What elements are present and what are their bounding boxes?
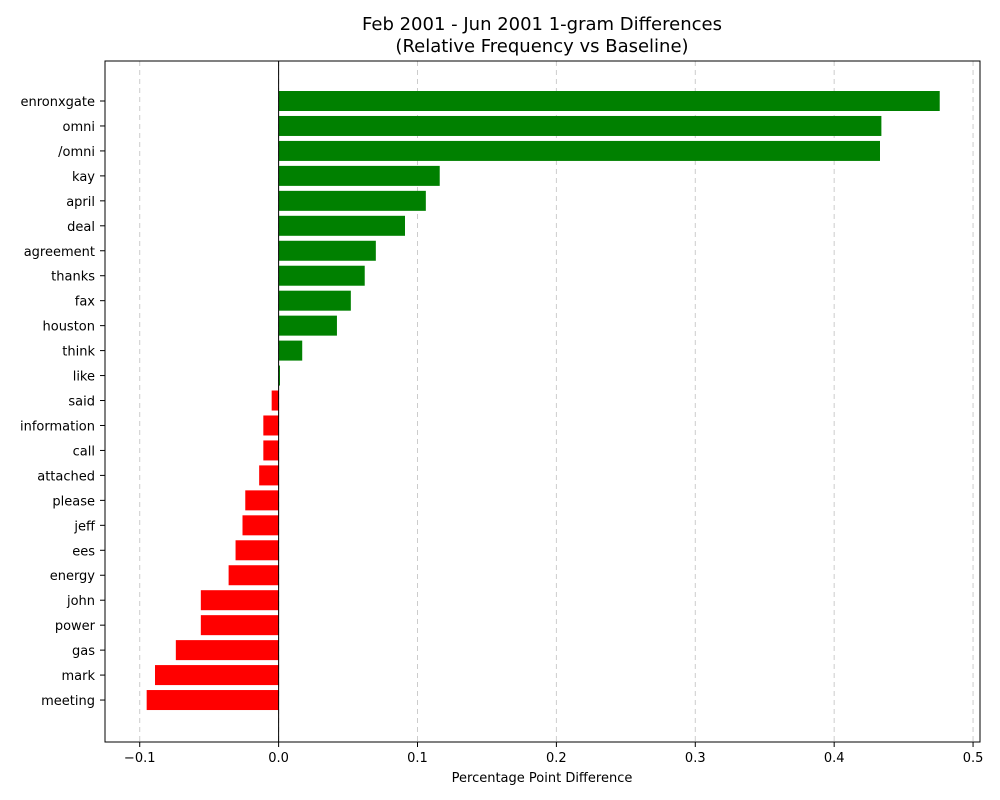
y-tick-label: /omni bbox=[58, 145, 95, 160]
bar-thanks bbox=[278, 265, 365, 286]
y-tick-label: mark bbox=[61, 669, 95, 684]
y-tick-label: fax bbox=[75, 295, 96, 310]
y-tick-label: ees bbox=[72, 544, 95, 559]
x-tick-label: 0.5 bbox=[963, 751, 984, 766]
bar-layer bbox=[146, 91, 940, 711]
bar-agreement bbox=[278, 240, 376, 261]
bar-houston bbox=[278, 315, 337, 336]
y-tick-label: said bbox=[68, 395, 95, 410]
x-tick-label: 0.1 bbox=[407, 751, 428, 766]
x-tick-label: 0.0 bbox=[268, 751, 289, 766]
bar-meeting bbox=[146, 690, 279, 711]
y-tick-label: please bbox=[52, 494, 95, 509]
plot-frame bbox=[104, 60, 981, 743]
chart-title: Feb 2001 - Jun 2001 1-gram Differences bbox=[362, 14, 722, 35]
x-tick-label: 0.4 bbox=[824, 751, 845, 766]
bar-fax bbox=[278, 290, 351, 311]
y-tick-label: attached bbox=[37, 469, 95, 484]
bar-gas bbox=[175, 640, 279, 661]
bar-attached bbox=[259, 465, 279, 486]
y-tick-label: jeff bbox=[73, 519, 96, 534]
bar-kay bbox=[278, 165, 440, 186]
x-axis-label: Percentage Point Difference bbox=[452, 771, 633, 786]
y-tick-label: houston bbox=[43, 320, 96, 335]
chart-subtitle: (Relative Frequency vs Baseline) bbox=[395, 36, 688, 57]
bar-information bbox=[263, 415, 279, 436]
bar-april bbox=[278, 190, 426, 211]
bar-energy bbox=[228, 565, 279, 586]
bar-think bbox=[278, 340, 303, 361]
bar-ees bbox=[235, 540, 279, 561]
bar-call bbox=[263, 440, 279, 461]
y-tick-label: like bbox=[73, 370, 95, 385]
grid-layer bbox=[139, 61, 974, 742]
x-tick-label: −0.1 bbox=[124, 751, 156, 766]
bar-jeff bbox=[242, 515, 279, 536]
y-tick-label: agreement bbox=[24, 245, 95, 260]
y-tick-label: kay bbox=[72, 170, 95, 185]
y-tick-label: meeting bbox=[41, 694, 95, 709]
x-axis-ticks: −0.1 0.0 0.1 0.2 0.3 0.4 0.5 bbox=[124, 742, 983, 766]
bar-john bbox=[200, 590, 279, 611]
y-tick-label: omni bbox=[63, 120, 95, 135]
y-tick-label: energy bbox=[50, 569, 96, 584]
bar-please bbox=[245, 490, 279, 511]
bar-omni bbox=[278, 140, 881, 161]
y-tick-label: enronxgate bbox=[21, 95, 96, 110]
x-tick-label: 0.3 bbox=[685, 751, 706, 766]
bar-omni bbox=[278, 115, 882, 136]
y-tick-label: think bbox=[62, 345, 95, 360]
y-axis-ticks: enronxgate omni/omni kay april deal agreement… bbox=[20, 95, 105, 709]
bar-power bbox=[200, 615, 279, 636]
bar-said bbox=[271, 390, 279, 411]
y-tick-label: john bbox=[66, 594, 95, 609]
y-tick-label: information bbox=[20, 419, 95, 434]
bar-mark bbox=[155, 665, 279, 686]
y-tick-label: gas bbox=[72, 644, 95, 659]
bar-deal bbox=[278, 215, 405, 236]
y-tick-label: power bbox=[55, 619, 96, 634]
y-tick-label: deal bbox=[67, 220, 95, 235]
bar-enronxgate bbox=[278, 91, 940, 111]
y-tick-label: thanks bbox=[51, 270, 95, 285]
bar-like bbox=[278, 365, 280, 386]
y-tick-label: call bbox=[73, 444, 95, 459]
y-tick-label: april bbox=[66, 195, 95, 210]
x-tick-label: 0.2 bbox=[546, 751, 567, 766]
